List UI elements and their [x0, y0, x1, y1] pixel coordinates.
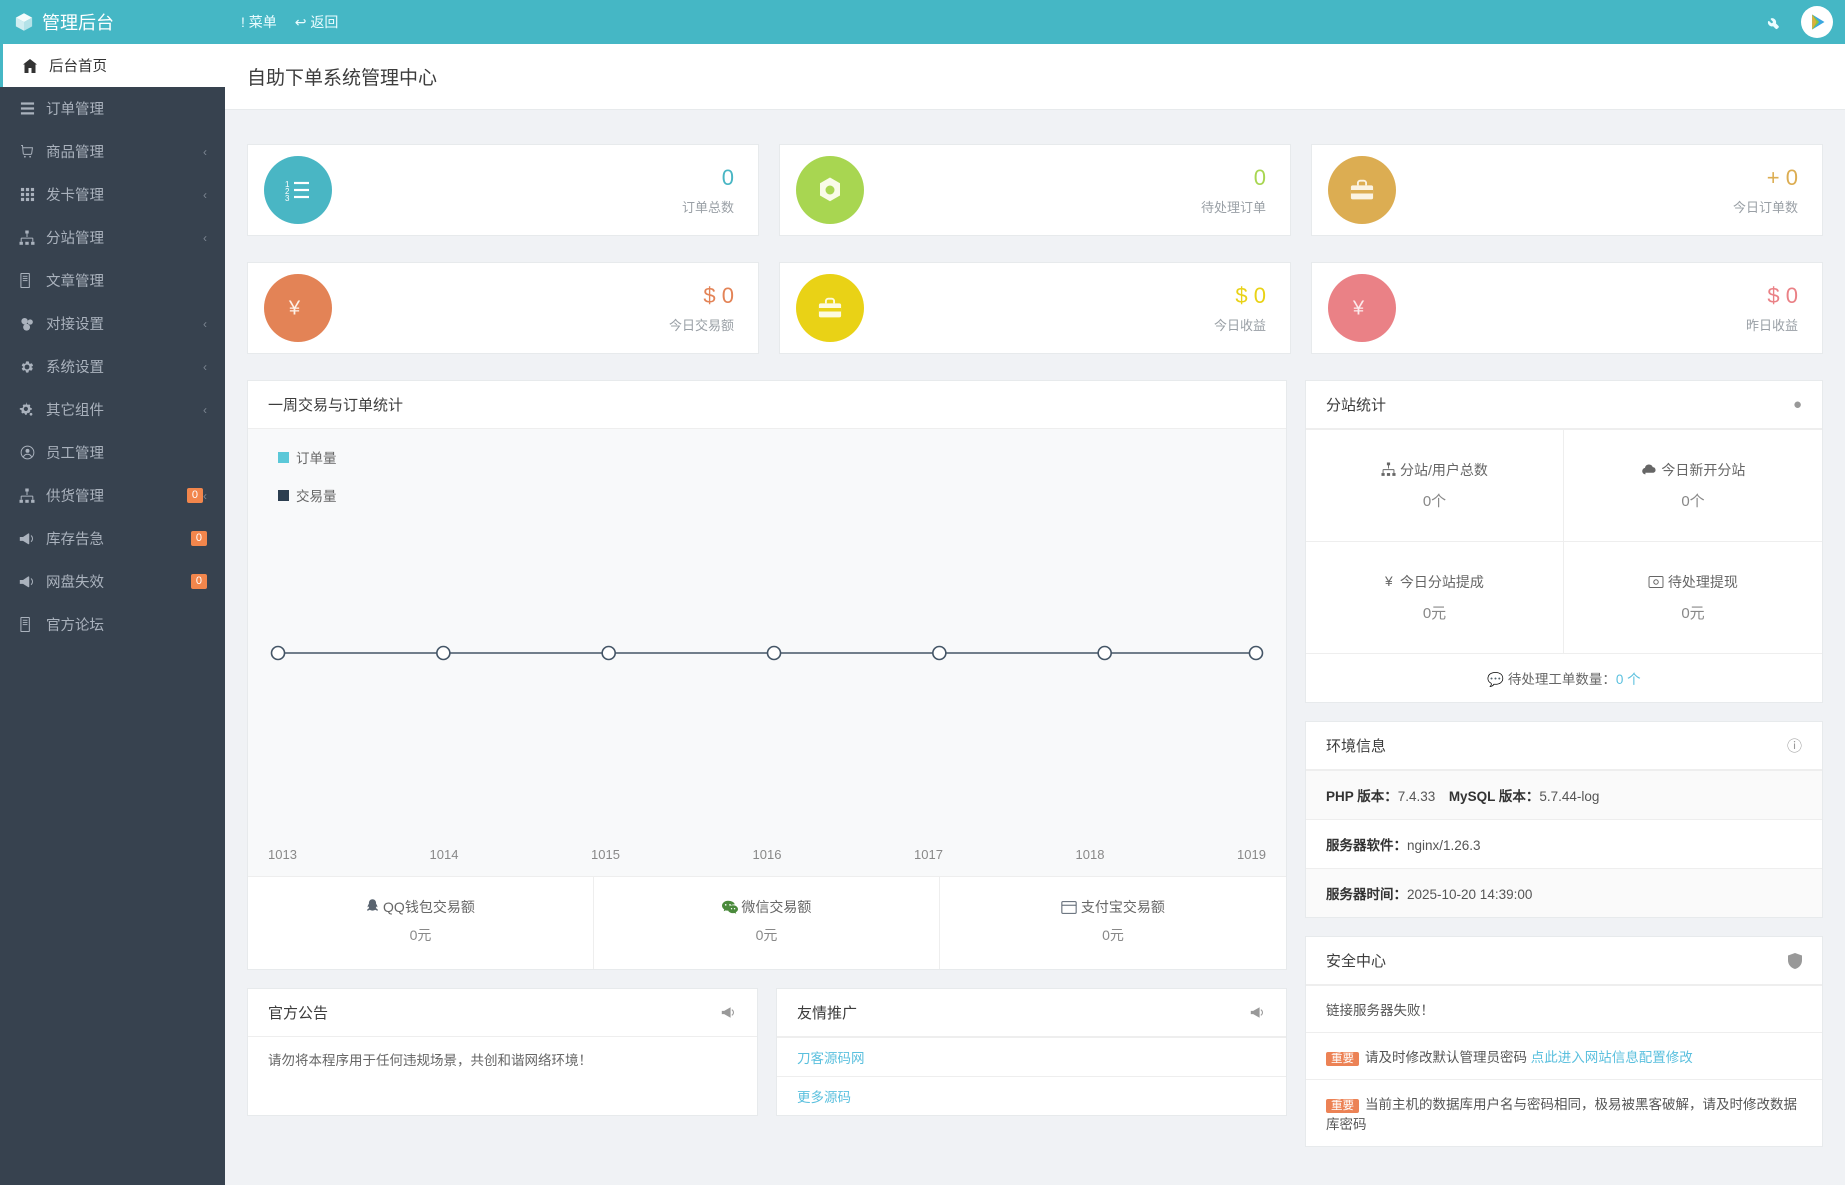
- svg-text:3: 3: [285, 194, 290, 203]
- svg-text:¥: ¥: [1352, 297, 1365, 319]
- svg-text:¥: ¥: [1385, 574, 1393, 589]
- svg-text:¥: ¥: [288, 297, 301, 319]
